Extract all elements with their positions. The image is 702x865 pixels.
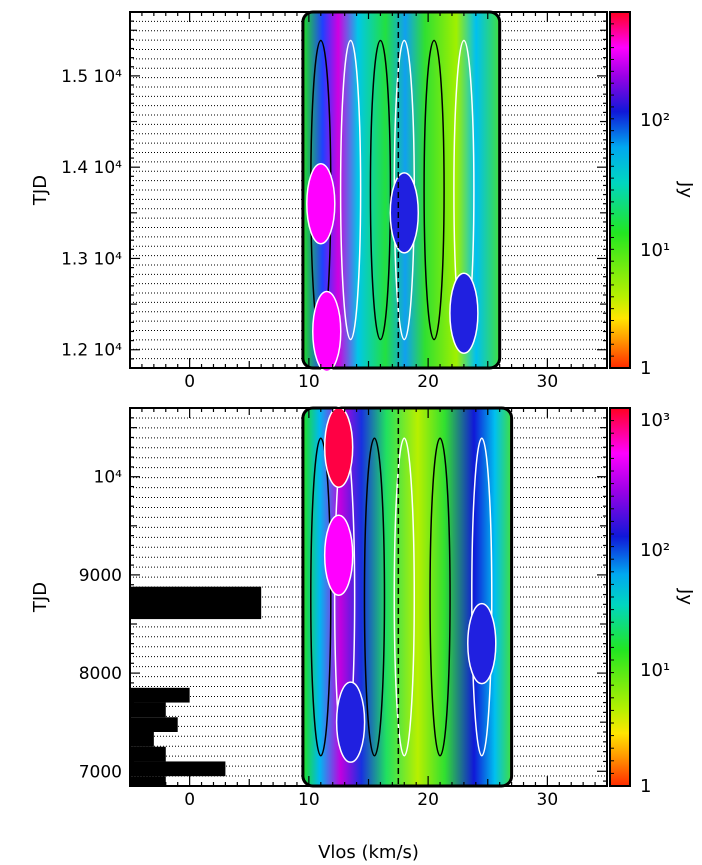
colorbar-label: Jy (675, 181, 696, 198)
colorbar-tick-label: 10¹ (640, 660, 670, 681)
x-tick-label: 0 (184, 790, 195, 810)
emission-peak (449, 272, 479, 354)
data-gap-block (130, 776, 166, 786)
y-tick-label: 7000 (79, 762, 122, 782)
data-gap-block (130, 746, 166, 762)
emission-peak (312, 290, 342, 373)
colorbar-tick-label: 1 (640, 358, 651, 379)
y-tick-label: 1.2 10⁴ (61, 341, 122, 361)
x-tick-label: 30 (537, 790, 559, 810)
y-tick-label: 9000 (79, 566, 122, 586)
colorbar-label: Jy (675, 588, 696, 605)
panel-bottom: 0 10 20 30 7000 8000 9000 10⁴ TJD Vlos (km/s) 1 10¹… (30, 406, 696, 863)
contour-line (423, 39, 445, 341)
y-tick-label: 1.3 10⁴ (61, 249, 122, 269)
panel-top: 0 10 20 30 1.2 10⁴ 1.3 10⁴ 1.4 10⁴ 1.5 10⁴ TJD 1 1… (30, 10, 696, 392)
emission-peak (467, 602, 497, 685)
x-axis-title: Vlos (km/s) (318, 842, 419, 863)
data-gap-block (130, 717, 178, 732)
y-tick-label: 10⁴ (94, 468, 123, 488)
contour-line (429, 437, 451, 757)
x-tick-label: 20 (417, 790, 439, 810)
y-tick-label: 1.4 10⁴ (61, 158, 122, 178)
emission-peak (323, 406, 354, 489)
y-tick-label: 1.5 10⁴ (61, 67, 122, 87)
x-tick-label: 10 (298, 790, 320, 810)
contour-line (393, 437, 416, 757)
contour-line (471, 437, 493, 757)
data-gap-block (130, 761, 226, 777)
y-axis-title: TJD (30, 582, 51, 613)
x-tick-label: 10 (298, 372, 320, 392)
contour-line (310, 437, 332, 757)
x-tick-label: 0 (184, 372, 195, 392)
colorbar-tick-label: 10² (640, 540, 670, 561)
data-gap-block (130, 687, 190, 703)
contour-line (363, 437, 386, 757)
emission-peak (323, 514, 354, 597)
data-gap-block (130, 702, 166, 718)
data-gap-block (130, 586, 262, 620)
colorbar-tick-label: 10³ (640, 410, 670, 431)
colorbar-tick-label: 10² (640, 110, 670, 131)
colorbar-tick-label: 1 (640, 776, 651, 797)
x-tick-label: 30 (537, 372, 559, 392)
y-axis-title: TJD (30, 175, 51, 206)
emission-peak (335, 681, 366, 763)
contour-line (369, 39, 392, 341)
x-tick-label: 20 (417, 372, 439, 392)
emission-peak (389, 172, 420, 254)
data-gap-block (130, 732, 154, 747)
emission-peak (306, 162, 336, 245)
y-tick-label: 8000 (79, 664, 122, 684)
contour-line (339, 39, 362, 341)
colorbar-tick-label: 10¹ (640, 240, 670, 261)
